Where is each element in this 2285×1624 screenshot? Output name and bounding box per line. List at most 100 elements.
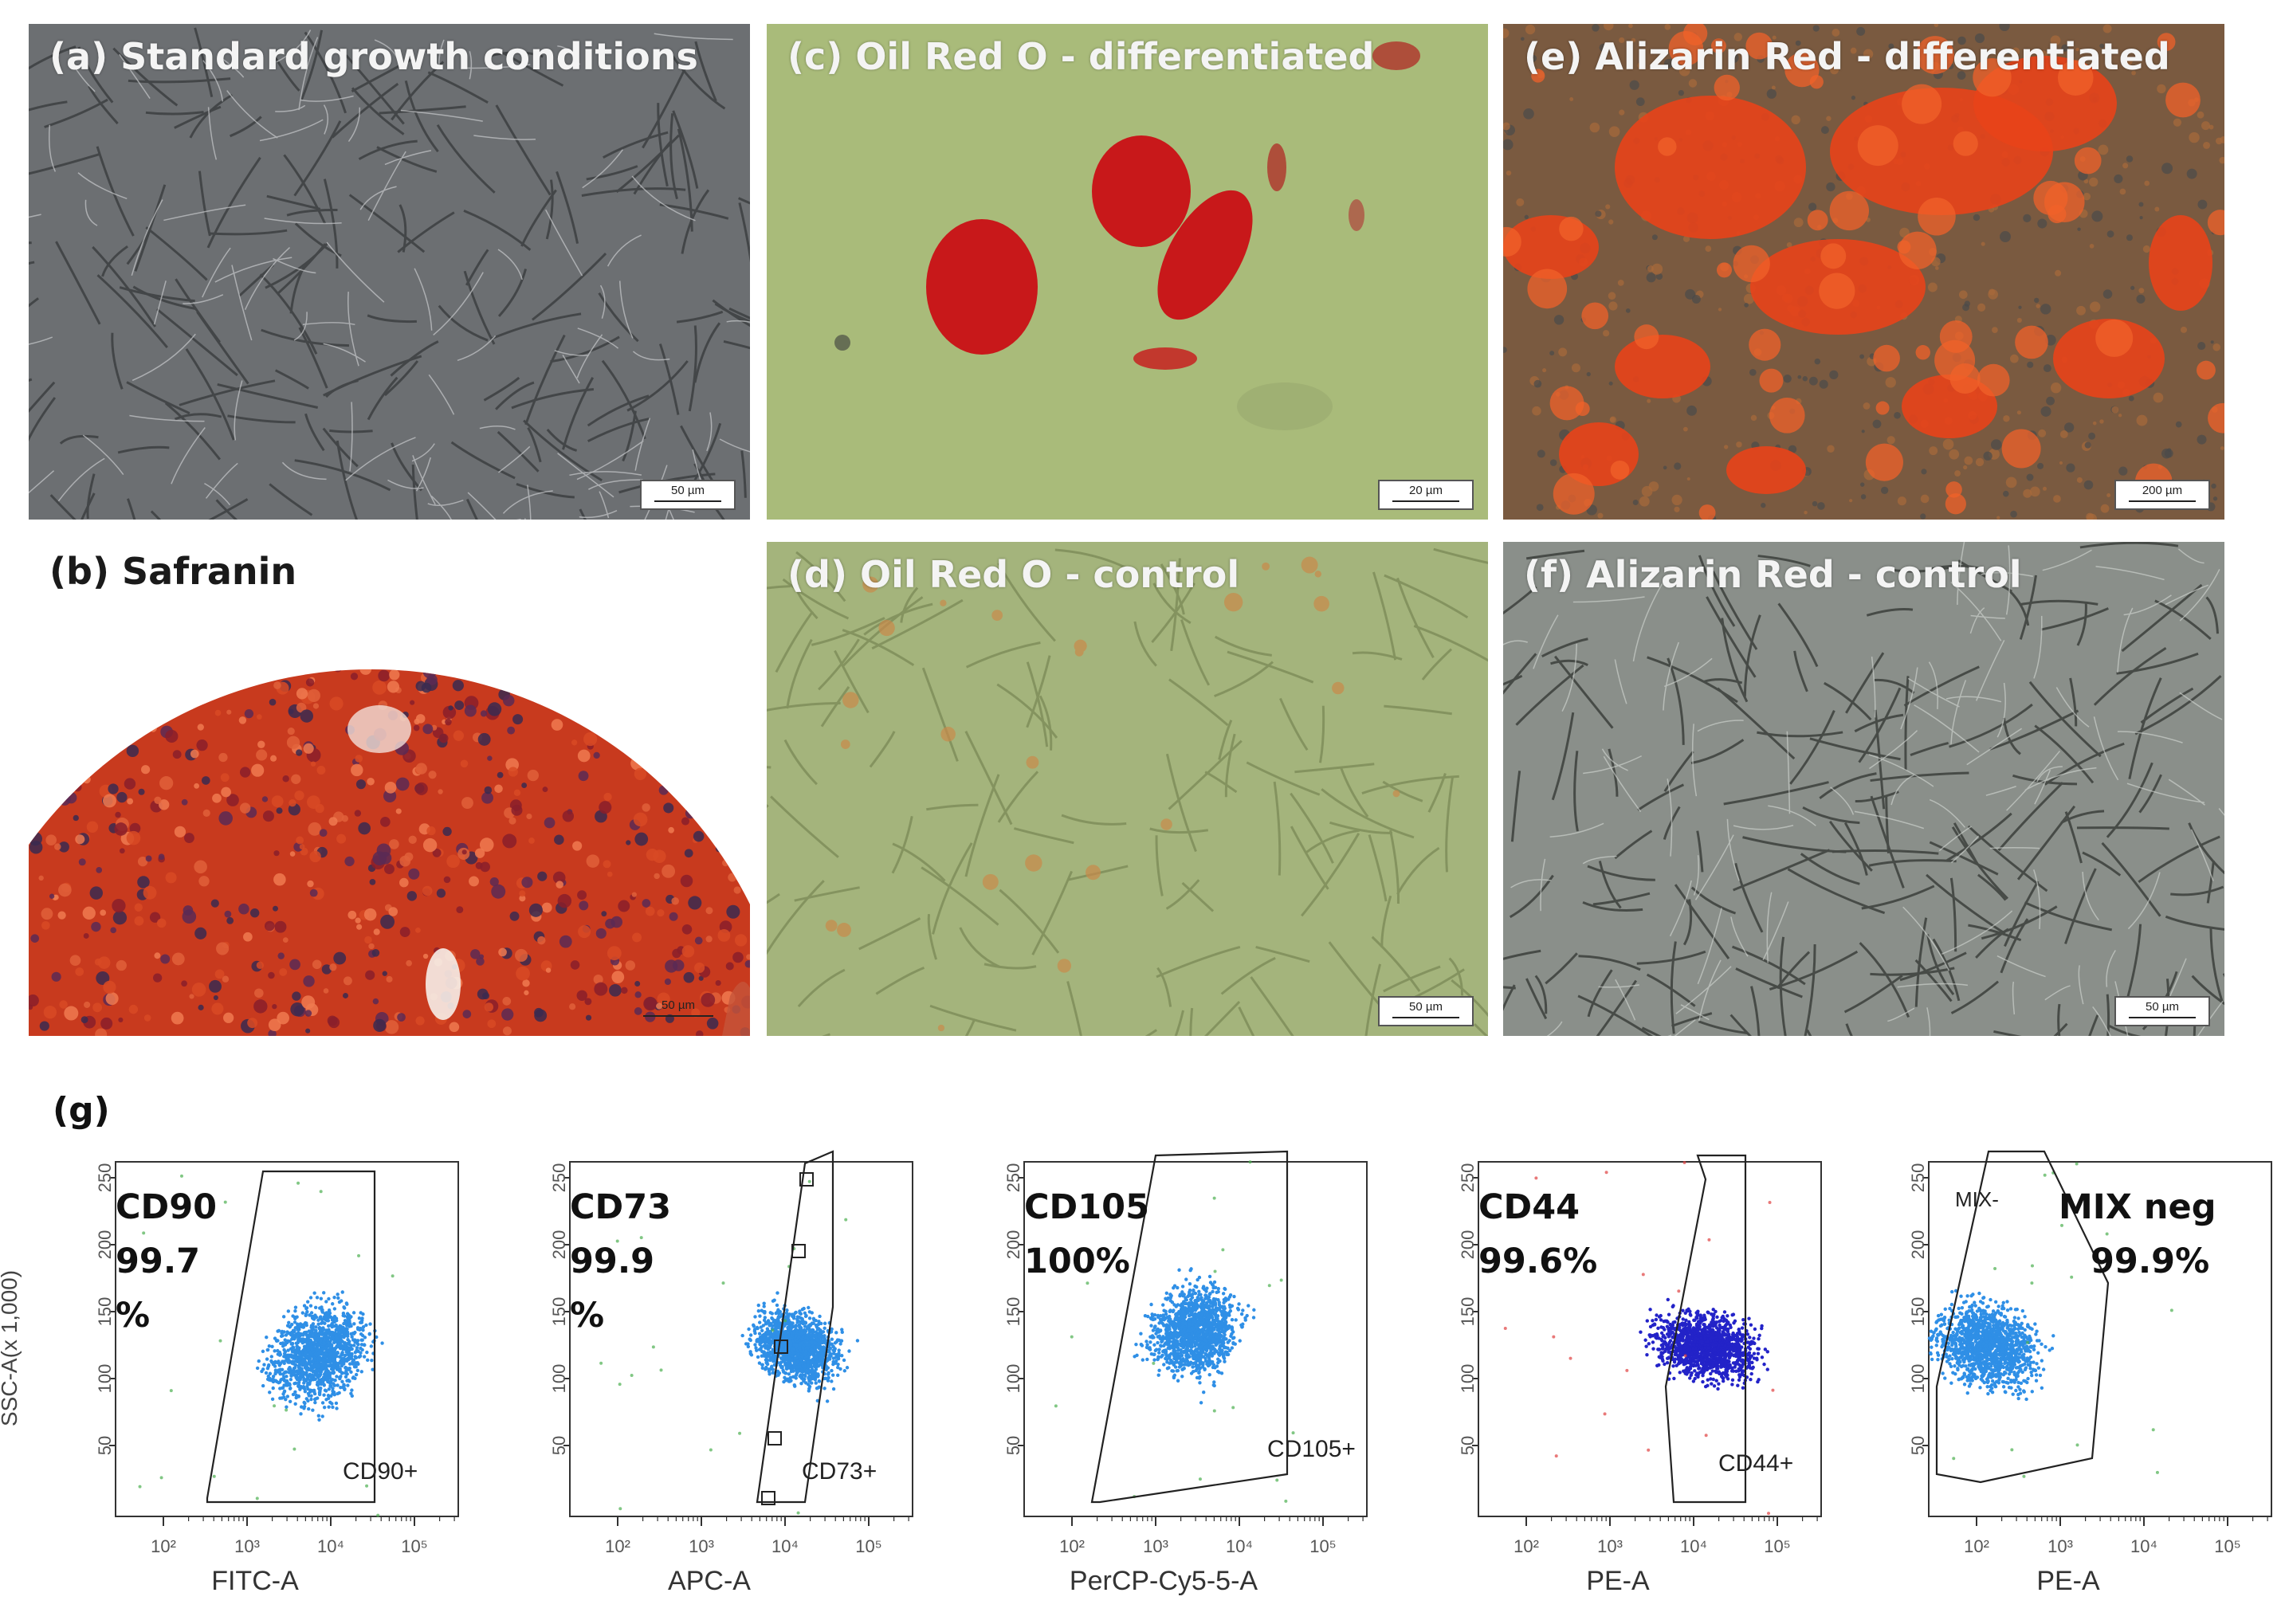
flow-event-dot: [1210, 1354, 1215, 1358]
flow-event-dot: [1643, 1338, 1647, 1342]
panel-b-label: (b) Safranin: [49, 550, 297, 593]
flow-event-dot: [1148, 1340, 1152, 1344]
panel-f-alizarin-control-image: (f) Alizarin Red - control 50 µm: [1503, 542, 2224, 1036]
flow-event-dot: [276, 1360, 280, 1364]
flow-event-dot: [311, 1408, 315, 1412]
flow-event-dot: [340, 1379, 344, 1384]
flow-event-dot: [757, 1320, 762, 1324]
flow-event-dot: [331, 1387, 335, 1391]
flow-event-dot: [1208, 1320, 1212, 1324]
flow-event-dot: [308, 1378, 313, 1383]
flow-event-dot: [796, 1369, 801, 1373]
flow-event-dot: [359, 1320, 364, 1324]
flow-event-dot: [314, 1325, 318, 1329]
y-tick-label: 150: [1003, 1297, 1023, 1327]
flow-event-dot: [328, 1340, 332, 1344]
flow-event-dot: [765, 1327, 770, 1331]
flow-event-dot: [306, 1398, 310, 1403]
flow-event-dot: [798, 1361, 803, 1366]
flow-event-dot: [1221, 1328, 1225, 1333]
y-tick-label: 150: [549, 1297, 569, 1327]
panel-d-oilredo-control-image: (d) Oil Red O - control 50 µm: [767, 542, 1488, 1036]
flow-event-dot: [768, 1355, 772, 1360]
flow-event-dot: [775, 1341, 779, 1345]
flow-event-dot: [1159, 1344, 1164, 1348]
flow-event-dot: [771, 1328, 775, 1332]
flow-event-dot: [354, 1364, 358, 1369]
flow-event-dot: [855, 1339, 860, 1343]
flow-event-dot: [1207, 1372, 1211, 1377]
flow-event-dot: [1175, 1356, 1180, 1361]
flow-event-dot: [317, 1379, 322, 1383]
flow-event-dot: [334, 1401, 339, 1406]
flow-event-dot: [359, 1351, 363, 1355]
flow-event-dot: [1178, 1343, 1182, 1347]
flow-event-dot: [768, 1345, 772, 1350]
flow-event-dot: [1729, 1369, 1734, 1373]
flow-event-dot: [332, 1324, 336, 1328]
flow-event-dot: [1186, 1328, 1190, 1333]
flow-event-dot: [1765, 1367, 1769, 1371]
flow-event-dot: [1741, 1386, 1745, 1390]
flow-event-dot: [340, 1363, 344, 1368]
panel-c-oilredo-diff-image: (c) Oil Red O - differentiated 20 µm: [767, 24, 1488, 520]
flow-event-dot: [1217, 1332, 1221, 1336]
flow-event-dot: [823, 1341, 828, 1345]
flow-event-dot: [1180, 1375, 1184, 1379]
flow-plot-cd44: 250 200 150 100 50 10² 10³ 10⁴ 10⁵ CD44 99.6% CD…: [1403, 1147, 1833, 1618]
flow-event-dot: [1211, 1318, 1215, 1322]
flow-event-dot: [1196, 1296, 1199, 1300]
flow-event-dot: [313, 1305, 318, 1310]
flow-event-dot: [340, 1299, 344, 1303]
flow-event-dot: [1196, 1327, 1200, 1331]
flow-event-dot: [1152, 1317, 1156, 1321]
flow-event-dot: [1184, 1307, 1188, 1311]
y-tick-label: 50: [1458, 1436, 1478, 1455]
flow-event-dot: [291, 1328, 296, 1332]
flow-event-dot: [299, 1361, 303, 1365]
flow-marker-label: CD90: [116, 1187, 218, 1227]
flow-event-dot: [340, 1351, 344, 1355]
flow-event-dot: [771, 1320, 775, 1324]
flow-event-dot: [797, 1315, 802, 1320]
flow-marker-label: CD105: [1024, 1187, 1150, 1227]
panel-e-label: (e) Alizarin Red - differentiated: [1524, 35, 2170, 78]
flow-event-dot: [292, 1447, 296, 1451]
flow-event-dot: [738, 1431, 742, 1435]
flow-event-dot: [307, 1338, 311, 1342]
flow-event-dot: [296, 1365, 301, 1370]
flow-event-dot: [357, 1316, 362, 1320]
flow-event-dot: [1189, 1267, 1193, 1271]
flow-event-dot: [298, 1387, 302, 1391]
panel-a-growth-image: (a) Standard growth conditions 50 µm: [29, 24, 750, 520]
flow-event-dot: [286, 1358, 290, 1362]
flow-event-dot: [1162, 1363, 1166, 1367]
x-tick-label: 10⁴: [1680, 1536, 1707, 1556]
flow-event-dot: [800, 1341, 804, 1345]
flow-event-dot: [775, 1326, 779, 1330]
flow-event-dot: [266, 1364, 270, 1369]
flow-event-dot: [801, 1335, 805, 1339]
flow-event-dot: [273, 1349, 277, 1353]
flow-event-dot: [1177, 1361, 1182, 1366]
flow-event-dot: [324, 1371, 328, 1375]
flow-event-dot: [1207, 1316, 1212, 1320]
flow-event-dot: [314, 1367, 319, 1372]
flow-event-dot: [784, 1311, 789, 1315]
flow-event-dot: [282, 1347, 286, 1352]
flow-event-dot: [816, 1386, 820, 1390]
flow-event-dot: [747, 1327, 751, 1332]
flow-event-dot: [1211, 1289, 1215, 1294]
flow-event-dot: [820, 1351, 824, 1355]
flow-event-dot: [823, 1326, 826, 1331]
flow-event-dot: [327, 1405, 331, 1409]
flow-event-dot: [814, 1381, 818, 1385]
flow-event-dot: [1197, 1320, 1201, 1324]
flow-percent-value: 99.7: [116, 1242, 201, 1281]
panel-b-safranin-image: (b) Safranin 50 µm: [29, 542, 750, 1036]
flow-event-dot: [326, 1324, 331, 1328]
flow-event-dot: [1195, 1299, 1199, 1304]
flow-event-dot: [1173, 1360, 1177, 1364]
flow-event-dot: [834, 1359, 838, 1363]
flow-event-dot: [1176, 1285, 1180, 1290]
